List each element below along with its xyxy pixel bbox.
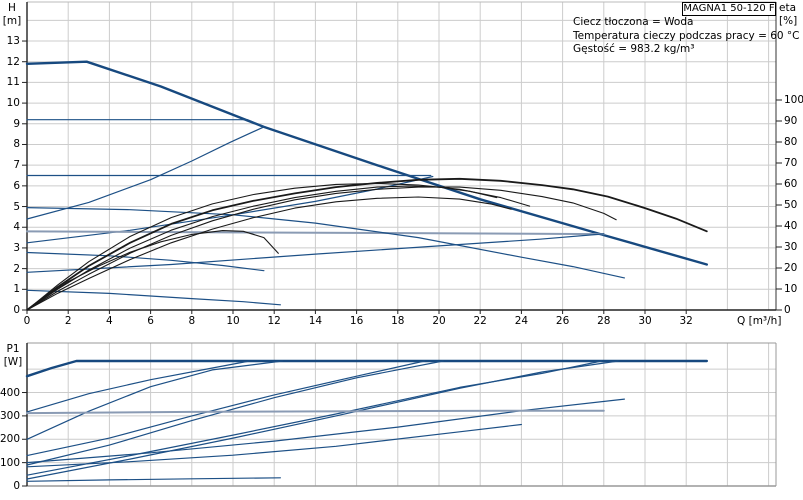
pump-name-box: MAGNA1 50-120 F: [682, 2, 776, 16]
x-tick-label: 18: [391, 315, 405, 327]
power-max-speed: [25, 359, 708, 378]
const-pressure-curve-3.7-muted: [26, 230, 605, 236]
x-tick-label: 12: [267, 315, 281, 327]
x-tick-label: 22: [473, 315, 487, 327]
eta-curve-max: [26, 177, 708, 311]
y-left-tick-label: 6: [13, 179, 20, 192]
y-left-tick-label: 4: [13, 221, 20, 234]
speed-1-curve: [26, 251, 265, 272]
y-right-tick-label: 90: [784, 115, 798, 127]
y-left-tick-label: 0: [13, 304, 20, 316]
y-left-tick-label: 0: [13, 480, 20, 492]
x-tick-label: 2: [64, 315, 72, 327]
prop-pressure-curve-3.7: [26, 233, 605, 273]
y-left-tick-label: 200: [0, 433, 21, 446]
power-min-speed: [26, 477, 281, 482]
power-speed-2-setting-muted: [26, 409, 605, 415]
x-tick-label: 10: [226, 315, 240, 327]
y-left-tick-label: 5: [13, 200, 20, 213]
eta-curve-3: [26, 182, 531, 311]
eta-curve-2: [26, 186, 617, 311]
power-prop-pressure-9.2: [26, 360, 283, 440]
info-line-liquid-temperature: Temperatura cieczy podczas pracy = 60 °C: [573, 29, 800, 42]
power-speed-2: [26, 398, 626, 464]
y-right-tick-label: 60: [784, 178, 798, 190]
y-right-tick-label: 80: [784, 136, 798, 148]
x-tick-label: 32: [679, 315, 693, 327]
const-pressure-curve-9.2: [26, 119, 265, 128]
p1-axis-unit-label: [W]: [3, 356, 23, 368]
prop-pressure-curve-9.2: [26, 126, 265, 220]
y-left-tick-label: 2: [13, 262, 20, 275]
h-axis-label: H: [8, 2, 16, 14]
pump-name: MAGNA1 50-120 F: [683, 3, 775, 14]
y-left-tick-label: 3: [13, 241, 20, 254]
min-speed-curve: [26, 289, 281, 306]
y-right-tick-label: 70: [784, 157, 798, 169]
y-left-tick-label: 9: [13, 117, 20, 130]
y-left-tick-label: 10: [6, 97, 20, 110]
y-left-tick-label: 400: [0, 386, 21, 399]
y-left-tick-label: 1: [13, 283, 20, 296]
y-left-tick-label: 7: [13, 159, 20, 172]
eta-curve-4: [26, 196, 512, 311]
x-tick-label: 0: [23, 315, 31, 327]
x-tick-label: 8: [188, 315, 196, 327]
x-tick-label: 20: [432, 315, 446, 327]
x-tick-label: 16: [349, 315, 364, 327]
eta-axis-label: eta: [779, 2, 797, 14]
speed-2-curve: [26, 207, 626, 279]
y-left-tick-label: 100: [0, 456, 21, 469]
y-left-tick-label: 12: [6, 55, 20, 68]
power-speed-1: [26, 423, 523, 468]
y-right-tick-label: 30: [784, 241, 798, 253]
y-left-tick-label: 8: [13, 138, 20, 151]
power-const-pressure-9.2: [26, 360, 251, 413]
info-line-pumped-liquid: Ciecz tłoczona = Woda: [573, 16, 694, 28]
liquid-info-block: Ciecz tłoczona = Woda Temperatura cieczy…: [573, 16, 799, 57]
info-line-density: Gęstość = 983.2 kg/m³: [573, 43, 695, 55]
power-prop-pressure-3.7: [26, 360, 619, 480]
y-right-tick-label: 20: [784, 262, 798, 274]
x-tick-label: 24: [514, 315, 529, 327]
y-left-tick-label: 300: [0, 409, 21, 422]
x-tick-label: 30: [638, 315, 652, 327]
x-tick-label: 6: [147, 315, 154, 327]
power-const-pressure-3.7: [26, 360, 603, 476]
x-tick-label: 26: [555, 315, 570, 327]
y-left-tick-label: 13: [6, 35, 20, 48]
q-axis-label: Q [m³/h]: [737, 315, 782, 327]
eta-axis-unit-label: [%]: [779, 15, 798, 27]
y-right-tick-label: 40: [784, 220, 798, 232]
p1-axis-label: P1: [6, 343, 20, 355]
y-right-tick-label: 50: [784, 199, 798, 211]
x-tick-label: 14: [308, 315, 323, 327]
eta-curve-6: [26, 185, 498, 311]
y-right-tick-label: 100: [784, 94, 803, 106]
x-tick-label: 4: [106, 315, 113, 327]
y-right-tick-label: 0: [784, 304, 791, 316]
power-const-pressure-6.5: [26, 360, 426, 457]
y-left-tick-label: 11: [6, 76, 20, 89]
y-right-tick-label: 10: [784, 283, 798, 295]
eta-curve-5: [26, 230, 279, 311]
x-tick-label: 28: [597, 315, 611, 327]
max-speed-curve: [25, 60, 708, 266]
h-axis-unit-label: [m]: [2, 15, 22, 27]
power-prop-pressure-6.5: [26, 360, 444, 466]
